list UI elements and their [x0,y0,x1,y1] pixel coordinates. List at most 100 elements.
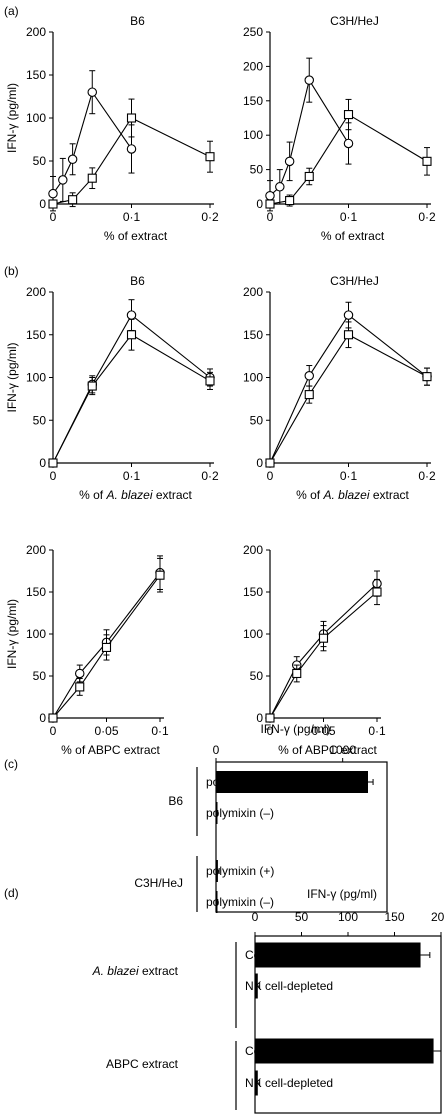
chart8-bar [255,942,421,968]
chart4-title: C3H/HeJ [330,274,379,288]
chart4-ytick-label: 150 [243,328,263,342]
chart7-xlabel: IFN-γ (pg/ml) [261,722,331,736]
chart4-series-square [265,321,432,468]
chart6-point-square [318,633,329,643]
chart2-ytick-label: 0 [256,197,263,211]
chart5-point-square [101,642,112,652]
chart5-ytick-label: 150 [26,585,46,599]
chart2-series-square [265,98,432,209]
chart8-bar-label: NK cell-depleted [245,1076,333,1090]
chart2-point-circle [265,190,275,201]
chart4-xtick-label: 0 [267,469,274,483]
chart3-ytick-label: 150 [26,328,46,342]
chart3-line-square [52,334,211,464]
chart4-xlabel: % of A. blazei extract [296,488,409,502]
chart3-point-square [48,458,58,468]
chart4-line-square [269,334,428,464]
chart4-ytick-label: 50 [250,413,264,427]
chart5-ytick-label: 0 [39,711,46,725]
chart7-group-label: C3H/HeJ [134,876,183,890]
chart3-ytick-label: 100 [26,371,46,385]
chart4-ytick-label: 200 [243,285,263,299]
chart8-bar [255,973,258,999]
chart5-point-square [75,682,85,692]
chart1-point-circle [87,87,98,97]
chart1-point-circle [48,188,58,199]
chart5-line-square [52,574,161,719]
chart1-point-circle [126,144,137,154]
chart7-panel-label: (c) [4,757,18,771]
chart7-bar-label: polymixin (+) [206,864,274,878]
chart3-point-square [87,381,97,391]
chart3-xlabel: % of A. blazei extract [79,488,192,502]
chart6-line-circle [269,583,378,719]
chart2: 0 50 100 150 200 250 0 0·1 0·2 C3H/HeJ [243,14,436,224]
chart1-series-circle [48,70,137,212]
chart1-point-square [48,199,58,209]
chart4-point-square [422,372,432,382]
chart1-ytick-label: 100 [26,111,46,125]
chart2-xtick-label: 0·2 [418,210,436,224]
chart4-xtick-label: 0·1 [340,469,358,483]
chart7-group-label: B6 [168,794,183,808]
chart6-xlabel: % of ABPC extract [278,743,377,757]
chart1-series-square [48,98,215,209]
chart2-ytick-label: 250 [243,25,263,39]
chart3-series-square [48,318,215,468]
chart8-xtick-label: 150 [384,910,404,924]
chart8-xlabel: IFN-γ (pg/ml) [307,887,377,901]
chart4-point-square [265,458,275,468]
chart6-ytick-label: 50 [250,669,264,683]
chart7-bar [216,891,218,913]
chart4-point-square [343,330,354,340]
chart2-point-square [304,171,314,182]
chart5: 0 50 100 150 200 0 0·05 0·1 IFN-γ (pg/ml) [5,543,169,738]
chart8-xtick-label: 0 [252,910,259,924]
chart5-xtick-label: 0 [50,724,57,738]
chart6-ytick-label: 200 [243,543,263,557]
chart1-point-circle [67,154,78,165]
chart8-bar-label: NK cell-depleted [245,979,333,993]
chart2-point-square [285,196,295,206]
chart3-xtick-label: 0 [50,469,57,483]
chart3-point-square [205,376,215,386]
chart2-point-square [343,110,354,120]
chart3-panel-label: (b) [4,264,19,278]
chart4: 0 50 100 150 200 0 0·1 0·2 C3H/HeJ [243,274,436,483]
chart2-ytick-label: 200 [243,59,263,73]
chart7-bar [216,771,368,793]
chart1-panel-label: (a) [4,4,19,18]
chart8-group-label: A. blazei extract [92,964,179,978]
chart7-bar [216,860,218,882]
chart2-ytick-label: 100 [243,128,263,142]
chart1-ytick-label: 0 [39,197,46,211]
chart1-xtick-label: 0 [50,210,57,224]
chart6-ytick-label: 0 [256,711,263,725]
chart1-xlabel: % of extract [104,229,168,243]
chart6-point-square [292,668,302,679]
chart6-line-square [269,591,378,719]
chart1-ytick-label: 150 [26,68,46,82]
chart7: 0 1000 IFN-γ (pg/ml) (c) polymixin (+) polymi… [4,722,388,913]
chart1-xtick-label: 0·2 [201,210,219,224]
chart2-xtick-label: 0·1 [340,210,358,224]
chart3: 0 50 100 150 200 0 0·1 0·2 B6 IFN-γ (pg/ml) (b) [4,264,219,483]
chart1: 0 50 100 150 200 0 0·1 0·2 B6 IFN-γ (pg/ml) (a) [4,4,219,224]
chart6: 0 50 100 150 200 0 0·05 0·1 [243,543,386,738]
chart5-point-square [48,713,58,723]
chart8-xtick-label: 100 [338,910,358,924]
chart3-xtick-label: 0·1 [123,469,141,483]
chart1-point-circle [58,175,68,185]
chart8-group-label: ABPC extract [106,1057,179,1071]
chart1-point-square [87,173,97,183]
chart6-ytick-label: 150 [243,585,263,599]
chart2-point-circle [284,156,295,167]
chart1-title: B6 [130,14,145,28]
chart5-xtick-label: 0·05 [94,724,118,738]
chart5-point-circle [75,668,85,679]
chart5-ytick-label: 50 [33,669,47,683]
chart8: 050100150200IFN-γ (pg/ml)(d)ControlNK ce… [4,886,444,1114]
chart2-point-circle [304,75,314,85]
chart6-xtick-label: 0·1 [368,724,386,738]
